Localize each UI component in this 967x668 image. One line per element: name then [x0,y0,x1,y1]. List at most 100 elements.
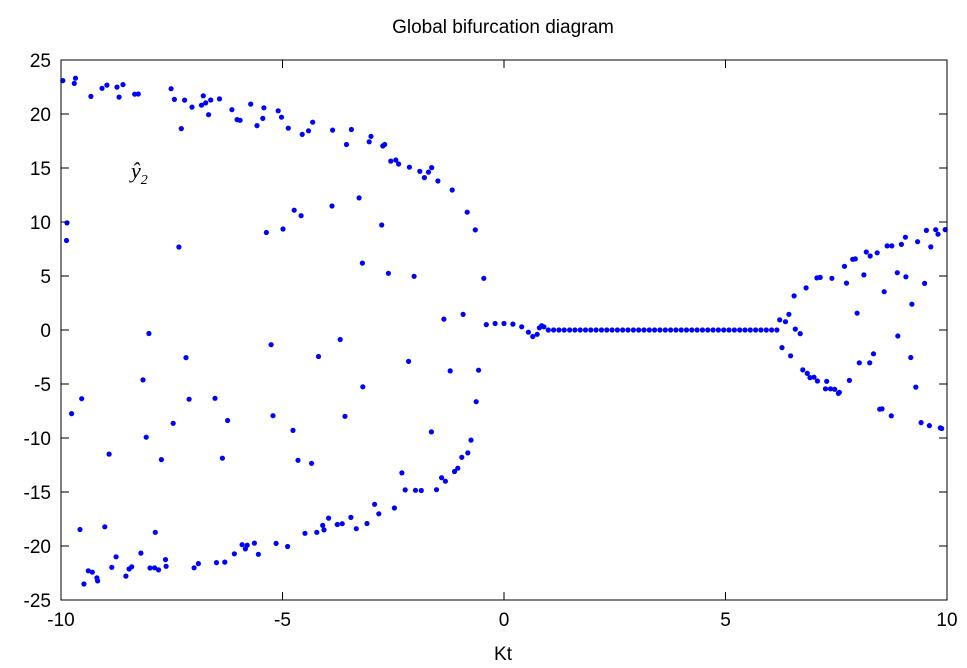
data-point [206,112,212,118]
data-point [874,250,880,256]
data-point [777,317,783,323]
data-point [88,93,94,99]
data-point [807,375,813,381]
plot-area [61,60,947,600]
data-point [280,226,286,232]
data-point [928,244,934,250]
data-point [726,327,732,333]
data-point [827,386,834,392]
data-point [138,550,144,556]
x-tick-label: 10 [936,610,957,631]
data-point [285,125,291,131]
y-tick-label: -20 [24,537,51,558]
data-point [291,207,297,213]
chart-title: Global bifurcation diagram [392,17,614,38]
data-point [861,272,867,278]
data-point [811,374,817,380]
data-point [525,329,532,335]
data-point [867,360,873,366]
x-tick-label: 5 [720,610,731,631]
data-point [582,327,589,333]
data-point [870,351,877,357]
data-point [425,169,432,175]
data-point [782,319,789,325]
data-point [791,293,797,299]
data-point [881,289,887,295]
data-point [473,399,479,405]
data-point [163,563,169,569]
data-point [342,413,348,419]
data-point [406,164,412,170]
data-point [604,327,610,333]
data-point [155,567,162,573]
data-point [737,327,743,333]
data-point [89,569,95,575]
data-point [348,126,354,133]
data-point [731,327,738,333]
data-point [320,522,326,529]
data-point [641,327,647,333]
data-point [261,105,267,111]
data-point [609,327,615,333]
data-point [120,82,126,88]
data-point [81,581,87,587]
data-point [263,229,269,236]
data-point [447,368,453,374]
data-point [476,367,482,373]
data-point [556,327,562,333]
data-point [753,327,759,333]
data-point [846,377,853,383]
data-point [903,274,909,280]
data-point [326,515,332,521]
data-point [158,457,164,463]
data-point [143,434,149,440]
data-point [216,96,223,102]
data-point [290,427,296,433]
data-point [460,311,466,317]
data-point [710,327,716,333]
data-point [379,222,385,228]
data-point [396,161,402,167]
data-point [786,311,792,317]
data-point [353,526,359,532]
data-point [909,301,915,307]
y-tick-label: 0 [40,321,51,342]
data-point [85,568,91,574]
data-point [147,565,153,571]
data-point [411,273,417,279]
y-tick-label: -15 [24,483,51,504]
data-point [935,231,941,237]
data-point [391,505,397,511]
data-point [915,239,921,245]
data-point [176,244,182,250]
data-point [162,557,169,563]
data-point [545,327,551,333]
data-point [817,274,823,280]
data-point [203,100,209,106]
data-point [451,468,458,475]
data-point [248,101,254,107]
data-point [779,345,785,351]
data-point [251,540,257,546]
data-point [561,327,567,333]
data-point [657,327,663,333]
data-point [705,327,711,333]
data-point [530,333,536,340]
data-point [189,104,195,110]
data-point [388,158,394,164]
data-point [678,327,684,333]
data-point [359,260,365,266]
data-point [321,527,327,533]
data-point [168,86,174,92]
data-point [278,114,285,120]
data-point [95,578,101,584]
data-point [889,243,895,249]
data-point [315,353,322,360]
data-point [898,241,905,247]
data-point [191,565,197,571]
data-point [788,353,794,359]
data-point [464,209,470,215]
data-point [614,327,621,333]
data-point [213,560,220,566]
